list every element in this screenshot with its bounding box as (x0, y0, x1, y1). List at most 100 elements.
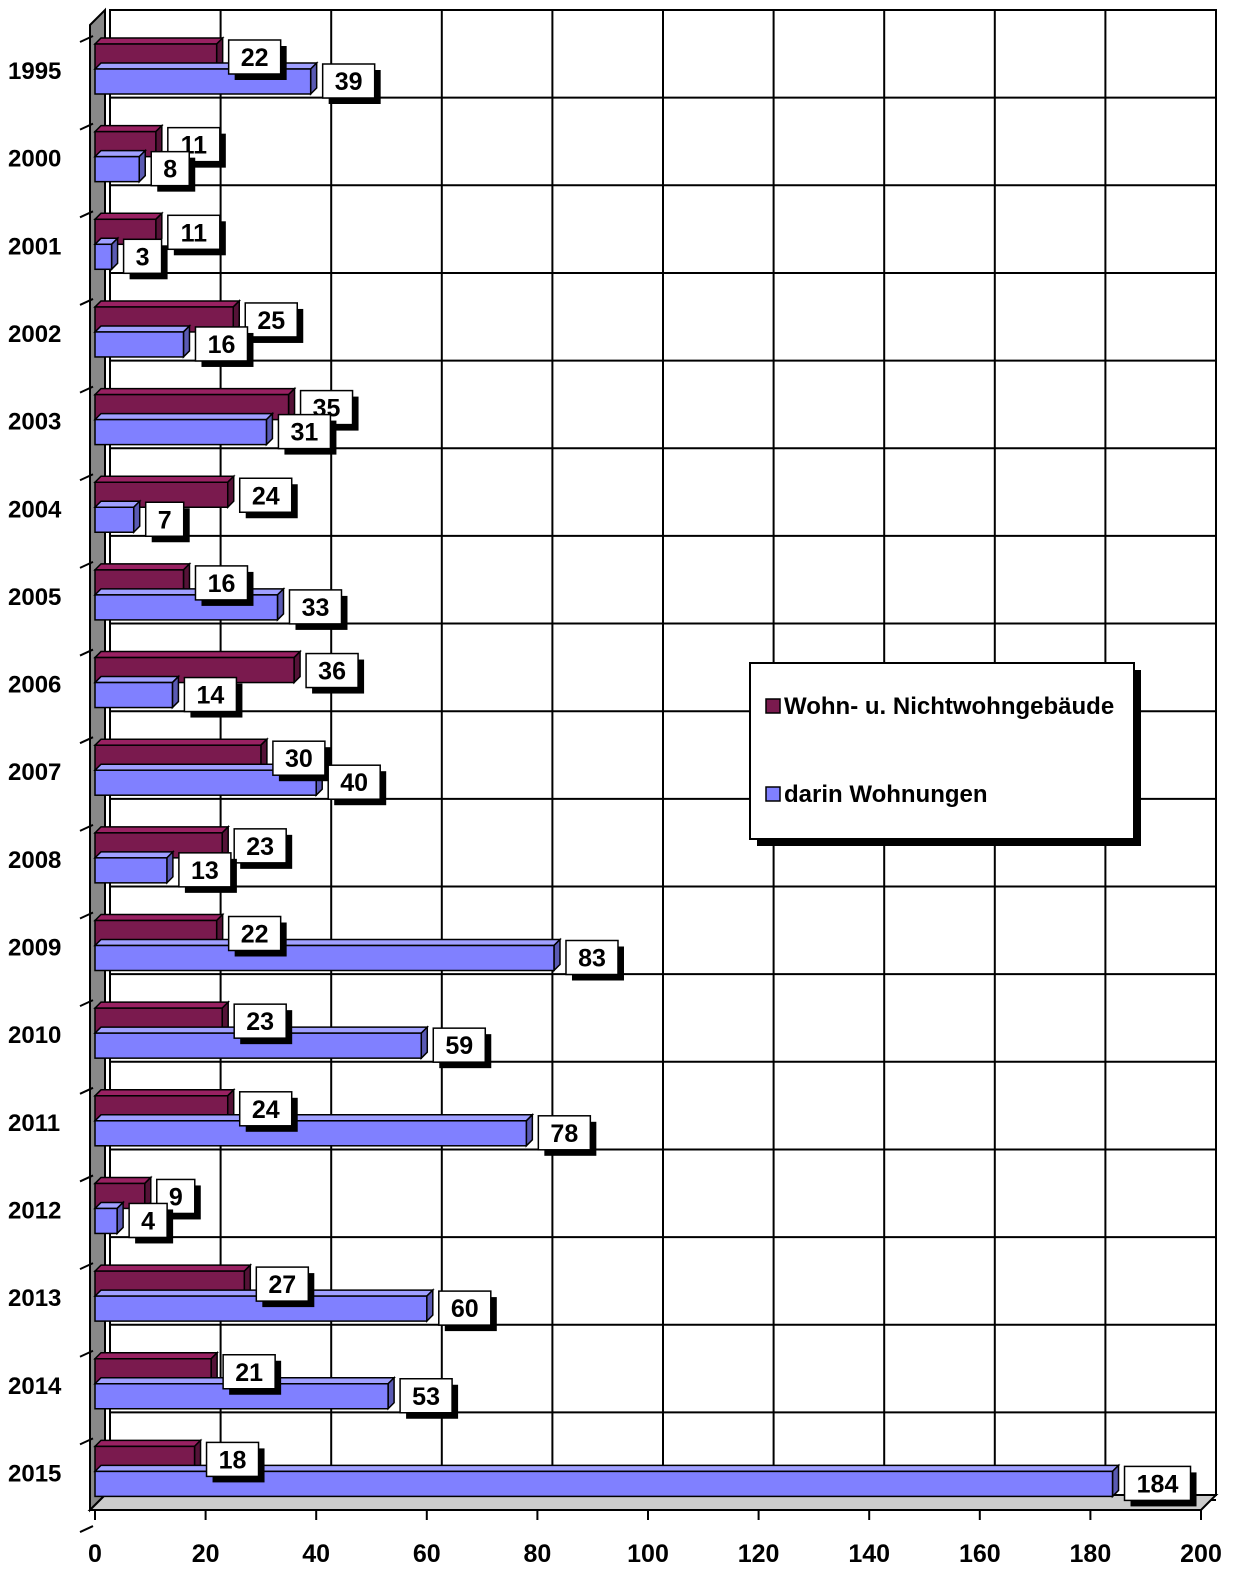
category-label: 2012 (8, 1197, 61, 1224)
data-label-2001-a: 11 (181, 219, 208, 247)
data-label-2002-a: 25 (257, 307, 285, 335)
data-label-2014-a: 21 (235, 1359, 263, 1387)
bar-2004-b-top (93, 500, 142, 508)
bar-2015-b-side (1111, 1463, 1120, 1499)
bar-2004-a-side (226, 474, 235, 510)
category-label: 2015 (8, 1460, 61, 1487)
data-label-1995-b-box (321, 63, 376, 99)
data-label-2007-a-box (272, 740, 326, 776)
bar-2001-b-side (110, 236, 119, 272)
bar-2000-a-top (93, 124, 164, 133)
bar-2004-b-front (94, 506, 135, 533)
bar-2015-b-front (94, 1470, 1114, 1498)
data-label-2005-b-box (288, 589, 343, 625)
data-label-2003-b-box (277, 413, 332, 450)
data-label-2010-a: 23 (246, 1008, 274, 1036)
data-label-1995-a: 22 (241, 44, 269, 72)
data-label-2006-a: 36 (318, 658, 346, 686)
data-label-1995-a-box (227, 39, 282, 75)
data-label-2013-a-box (255, 1266, 310, 1302)
bar-2010-a-top (93, 1001, 231, 1009)
data-label-2015-a: 18 (219, 1446, 247, 1474)
data-label-2011-a: 24 (252, 1096, 280, 1124)
data-label-2001-b-box (122, 238, 163, 275)
bar-2006-b-front (94, 681, 174, 709)
bar-2013-a-top (93, 1264, 253, 1272)
bar-2002-b-front (94, 331, 185, 358)
category-tick (79, 1262, 94, 1271)
bar-2008-b-top (93, 851, 175, 859)
bar-2004-b (93, 499, 142, 535)
bar-2003-b-top (93, 412, 275, 421)
category-label: 2005 (8, 584, 61, 611)
data-label-2004-b: 7 (158, 506, 172, 534)
bar-2012-a-top (93, 1176, 153, 1185)
legend: Wohn- u. Nichtwohngebäude darin Wohnunge… (749, 662, 1141, 846)
x-tick-label: 180 (1070, 1540, 1112, 1568)
x-tick-label: 80 (523, 1540, 551, 1568)
data-label-2006-b-box (183, 676, 238, 713)
bar-2005-b-side (276, 587, 285, 622)
data-label-2003-b: 31 (291, 419, 319, 447)
data-label-2006-a-box (305, 652, 359, 689)
data-label-2004-a-box (238, 477, 293, 513)
category-label: 2000 (8, 146, 61, 173)
bar-2007-a-top (93, 738, 269, 746)
legend-label-1: darin Wohnungen (784, 781, 988, 808)
category-tick (79, 1086, 94, 1095)
data-label-2010-a-box (233, 1003, 287, 1039)
bar-2005-a-top (93, 563, 192, 571)
bar-2009-a-top (93, 913, 225, 922)
bar-2000-b-top (93, 149, 148, 158)
bar-2011-b-front (94, 1120, 528, 1147)
bar-2012-b-side (116, 1200, 124, 1236)
bar-2008-b-side (166, 850, 174, 885)
bar-2013-b-side (426, 1288, 434, 1323)
data-label-2004-a: 24 (252, 482, 280, 510)
x-tick-label: 40 (302, 1540, 330, 1568)
category-tick (79, 1349, 94, 1358)
category-label: 2004 (8, 496, 62, 523)
data-label-2012-b-box (128, 1202, 168, 1239)
x-tick-label: 0 (88, 1540, 102, 1568)
bar-2000-b-front (94, 155, 140, 183)
bar-2011-b-top (93, 1114, 535, 1122)
bar-2000-b-side (138, 148, 146, 184)
category-label: 2010 (8, 1022, 61, 1049)
bar-2011-b (93, 1112, 535, 1148)
data-label-2002-b: 16 (208, 331, 236, 359)
x-tick-label: 160 (959, 1540, 1001, 1568)
bar-2002-a-top (93, 300, 242, 308)
bar-2006-b-side (171, 674, 180, 710)
bar-1995-a-top (93, 37, 225, 45)
data-label-2008-b-box (178, 852, 232, 888)
data-label-2011-b: 78 (550, 1120, 578, 1148)
data-label-2009-a-box (227, 915, 282, 952)
bar-2000-b (93, 148, 148, 184)
category-label: 2001 (8, 233, 61, 260)
bar-2006-b (93, 674, 181, 710)
data-label-2007-b-box (327, 764, 381, 800)
bar-2009-b-front (94, 944, 555, 972)
data-label-2013-b: 60 (451, 1295, 479, 1323)
data-label-2009-b: 83 (578, 945, 606, 973)
bar-2010-b-front (94, 1032, 423, 1059)
bar-2008-b-front (94, 857, 168, 884)
legend-label-0: Wohn- u. Nichtwohngebäude (784, 693, 1114, 720)
bar-2002-b-top (93, 325, 192, 333)
data-label-2009-b-box (565, 939, 619, 976)
data-label-2014-b-box (399, 1378, 453, 1414)
category-label: 2008 (8, 847, 61, 874)
bar-2010-b (93, 1025, 430, 1060)
data-label-2004-b-box (144, 501, 185, 537)
data-label-2010-b-box (432, 1027, 487, 1063)
bar-2003-b (93, 411, 275, 447)
data-label-2013-a: 27 (268, 1271, 296, 1299)
category-tick (79, 298, 94, 306)
bar-2001-b (93, 236, 120, 272)
x-tick-label: 120 (738, 1540, 780, 1568)
bar-2011-b-side (525, 1112, 534, 1148)
bar-2004-b-side (132, 499, 141, 535)
category-tick (79, 911, 94, 920)
